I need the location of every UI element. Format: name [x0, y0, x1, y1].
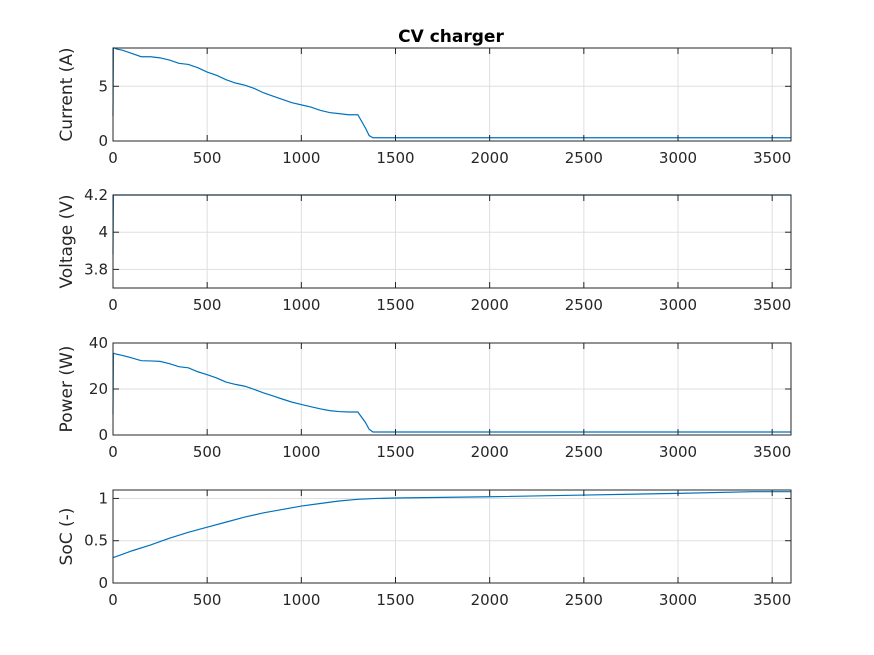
soc-series-line — [112, 491, 791, 559]
soc-x-tick-label: 2500 — [565, 591, 603, 609]
soc-y-tick-label: 0 — [98, 574, 108, 592]
power-series-line — [112, 352, 791, 433]
power-x-tick-label: 2000 — [471, 443, 509, 461]
power-x-tick-label: 1500 — [376, 443, 414, 461]
current-y-tick-label: 0 — [98, 132, 108, 150]
voltage-x-tick-label: 3500 — [753, 296, 791, 314]
voltage-y-axis-label: Voltage (V) — [57, 194, 77, 288]
power-x-tick-label: 3000 — [659, 443, 697, 461]
soc-axes-box — [112, 489, 792, 584]
voltage-x-tick-label: 1000 — [282, 296, 320, 314]
voltage-x-tick-label: 3000 — [659, 296, 697, 314]
voltage-axes-box — [112, 194, 792, 289]
current-y-tick-label: 5 — [98, 77, 108, 95]
subplot-voltage: 0 500 1000 1500 2000 2500 3000 3500 3.8 4 4.2 Volta… — [57, 186, 792, 314]
subplot-soc: 0 500 1000 1500 2000 2500 3000 3500 0 0.5 1 SoC (-) — [57, 489, 792, 609]
power-y-tick-label: 0 — [98, 426, 108, 444]
current-x-tick-label: 3500 — [753, 149, 791, 167]
soc-x-tick-label: 2000 — [471, 591, 509, 609]
current-x-tick-label: 3000 — [659, 149, 697, 167]
subplot-current: 0 500 1000 1500 2000 2500 3000 3500 0 5 Current (A… — [57, 47, 792, 167]
current-series-line — [112, 47, 791, 139]
current-x-tick-label: 1500 — [376, 149, 414, 167]
power-x-tick-label: 3500 — [753, 443, 791, 461]
subplot-power: 0 500 1000 1500 2000 2500 3000 3500 0 20 40 Power (… — [57, 334, 792, 461]
soc-x-tick-label: 3500 — [753, 591, 791, 609]
current-y-axis-label: Current (A) — [57, 47, 77, 141]
soc-y-tick-label: 0.5 — [84, 532, 108, 550]
voltage-y-tick-label: 3.8 — [84, 260, 108, 278]
current-axes-box — [112, 47, 792, 142]
power-y-tick-label: 20 — [89, 380, 108, 398]
soc-y-axis-label: SoC (-) — [57, 508, 77, 566]
voltage-x-tick-label: 500 — [193, 296, 222, 314]
soc-x-tick-label: 1500 — [376, 591, 414, 609]
power-y-axis-label: Power (W) — [57, 346, 77, 433]
voltage-plot-area — [113, 195, 791, 288]
current-x-tick-label: 1000 — [282, 149, 320, 167]
power-x-tick-label: 500 — [193, 443, 222, 461]
figure-title: CV charger — [398, 27, 504, 47]
power-x-tick-label: 2500 — [565, 443, 603, 461]
voltage-x-tick-label: 1500 — [376, 296, 414, 314]
voltage-x-tick-label: 2000 — [471, 296, 509, 314]
power-x-tick-label: 0 — [108, 443, 118, 461]
soc-x-tick-label: 1000 — [282, 591, 320, 609]
voltage-x-tick-label: 2500 — [565, 296, 603, 314]
soc-x-tick-label: 3000 — [659, 591, 697, 609]
soc-x-tick-label: 0 — [108, 591, 118, 609]
power-y-tick-label: 40 — [89, 334, 108, 352]
power-x-tick-label: 1000 — [282, 443, 320, 461]
current-x-tick-label: 500 — [193, 149, 222, 167]
voltage-y-tick-label: 4 — [98, 223, 108, 241]
voltage-y-tick-label: 4.2 — [84, 186, 108, 204]
soc-y-tick-label: 1 — [98, 489, 108, 507]
current-x-tick-label: 2000 — [471, 149, 509, 167]
current-x-tick-label: 2500 — [565, 149, 603, 167]
voltage-x-tick-label: 0 — [108, 296, 118, 314]
current-x-tick-label: 0 — [108, 149, 118, 167]
soc-plot-area — [113, 490, 791, 583]
soc-x-tick-label: 500 — [193, 591, 222, 609]
current-plot-area — [113, 48, 791, 141]
